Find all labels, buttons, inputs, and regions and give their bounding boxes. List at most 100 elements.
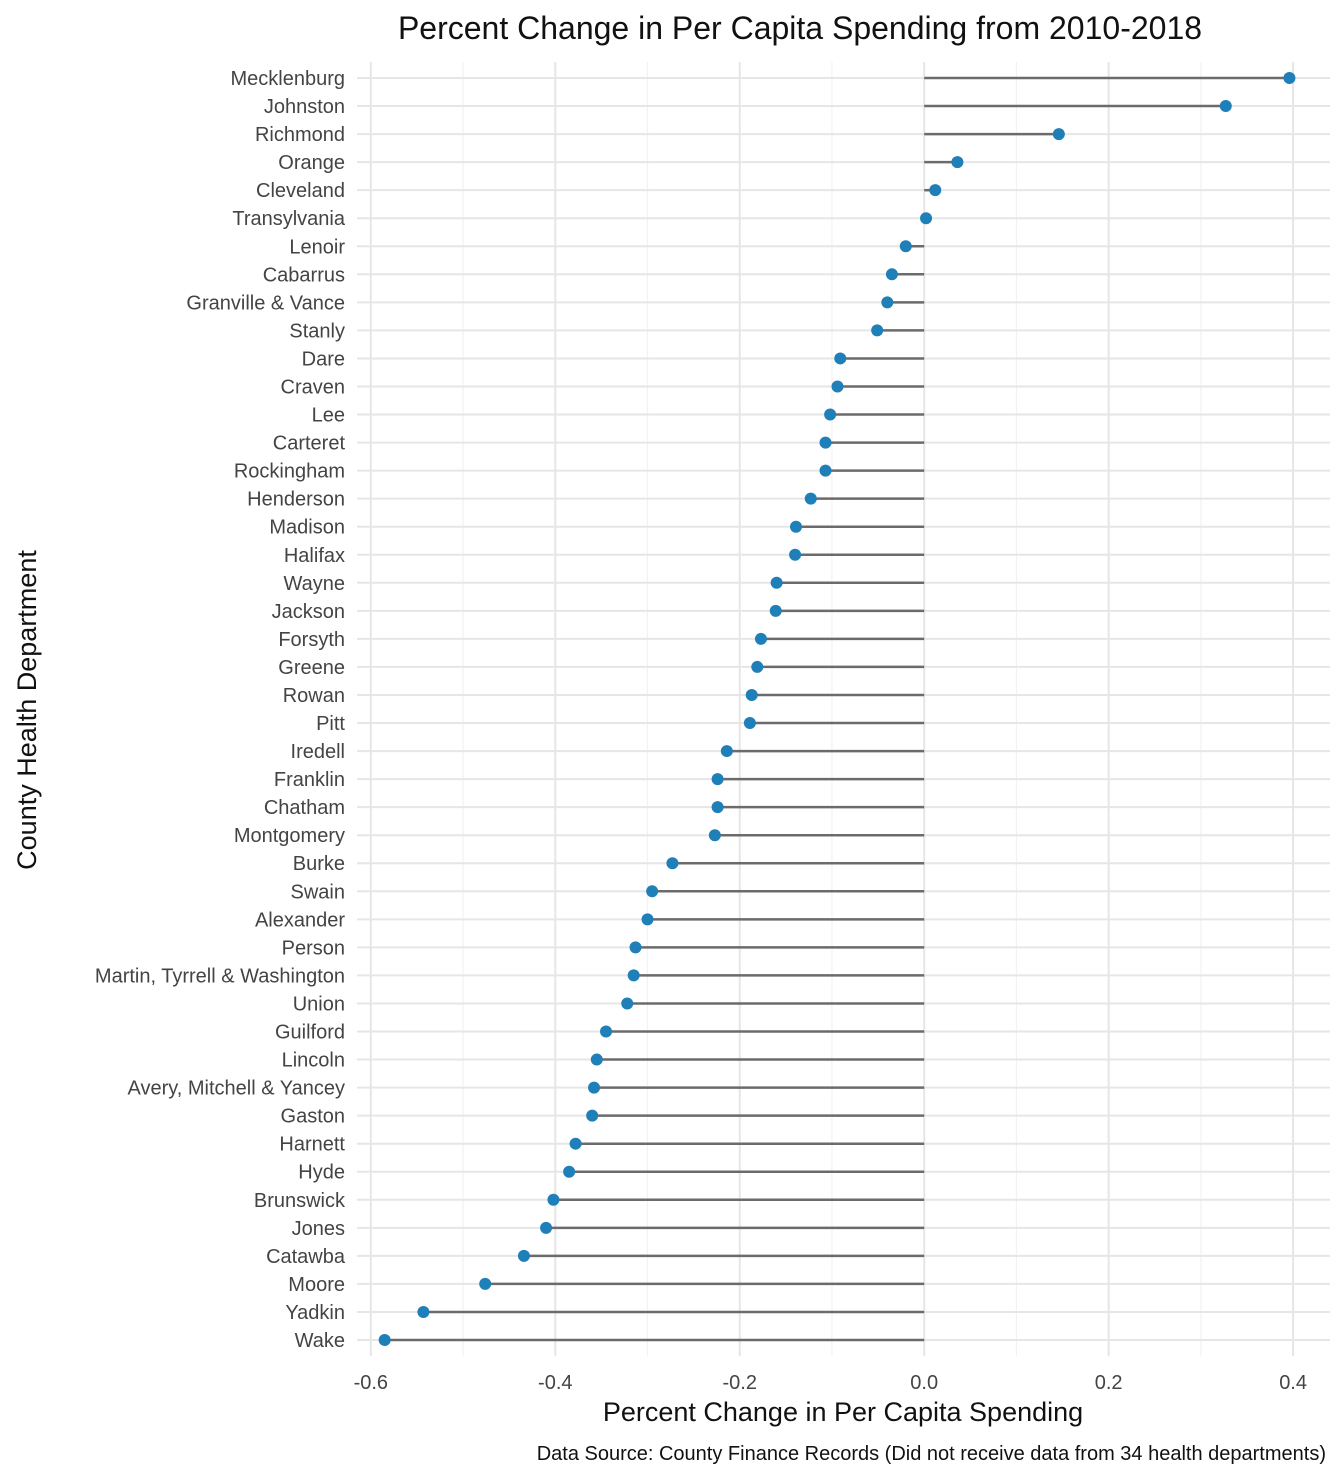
x-tick-label: -0.2 <box>723 1372 757 1394</box>
y-tick-label: Craven <box>281 376 345 398</box>
x-tick-label: 0.4 <box>1279 1372 1307 1394</box>
y-tick-label: Iredell <box>291 741 345 763</box>
y-axis-title: County Health Department <box>12 550 42 870</box>
lollipop-point <box>824 408 837 421</box>
y-tick-label: Harnett <box>279 1134 345 1156</box>
lollipop-point <box>769 604 782 617</box>
y-tick-label: Chatham <box>264 797 345 819</box>
lollipop-point <box>789 548 802 561</box>
y-tick-label: Wake <box>295 1330 345 1352</box>
y-tick-label: Yadkin <box>285 1302 345 1324</box>
y-tick-labels: Mecklenburg Johnston Richmond Orange Clevela… <box>95 68 346 1352</box>
lollipop-point <box>563 1165 576 1178</box>
y-tick-label: Avery, Mitchell & Yancey <box>128 1078 346 1100</box>
y-tick-label: Granville & Vance <box>186 292 345 314</box>
lollipop-point <box>711 801 724 814</box>
y-tick-label: Transylvania <box>232 208 346 230</box>
lollipop-point <box>885 268 898 281</box>
y-tick-label: Hyde <box>298 1162 345 1184</box>
y-tick-label: Richmond <box>255 124 345 146</box>
lollipop-point <box>711 773 724 786</box>
lollipop-point <box>479 1277 492 1290</box>
y-tick-label: Alexander <box>255 909 345 931</box>
x-tick-label: 0.0 <box>910 1372 938 1394</box>
minor-gridlines <box>462 62 1202 1356</box>
y-tick-label: Stanly <box>289 320 345 342</box>
lollipop-point <box>751 660 764 673</box>
y-tick-label: Cabarrus <box>263 264 345 286</box>
lollipop-point <box>540 1221 553 1234</box>
x-axis-title: Percent Change in Per Capita Spending <box>603 1397 1083 1427</box>
lollipop-point <box>920 212 933 225</box>
y-tick-label: Johnston <box>264 96 345 118</box>
y-tick-label: Greene <box>278 657 345 679</box>
lollipop-point <box>804 492 817 505</box>
y-tick-label: Mecklenburg <box>230 68 345 90</box>
lollipop-point <box>745 688 758 701</box>
lollipop-point <box>754 632 767 645</box>
y-tick-label: Rockingham <box>234 461 345 483</box>
lollipop-point <box>517 1249 530 1262</box>
lollipop-point <box>881 296 894 309</box>
x-tick-label: 0.2 <box>1095 1372 1123 1394</box>
lollipop-point <box>629 941 642 954</box>
y-tick-label: Lenoir <box>289 236 345 258</box>
y-tick-label: Jones <box>292 1218 345 1240</box>
x-tick-label: -0.6 <box>354 1372 388 1394</box>
y-tick-label: Brunswick <box>254 1190 346 1212</box>
lollipop-points <box>378 72 1296 1346</box>
lollipop-point <box>790 520 803 533</box>
lollipop-point <box>743 717 756 730</box>
lollipop-point <box>871 324 884 337</box>
x-tick-labels: -0.6 -0.4 -0.2 0.0 0.2 0.4 <box>354 1372 1307 1394</box>
y-tick-label: Madison <box>269 517 345 539</box>
y-tick-label: Franklin <box>274 769 345 791</box>
lollipop-point <box>666 857 679 870</box>
lollipop-point <box>646 885 659 898</box>
y-tick-label: Person <box>282 937 345 959</box>
y-tick-label: Lee <box>312 405 345 427</box>
lollipop-point <box>770 576 783 589</box>
y-tick-label: Forsyth <box>278 629 345 651</box>
lollipop-point <box>547 1193 560 1206</box>
lollipop-point <box>569 1137 582 1150</box>
lollipop-point <box>929 184 942 197</box>
lollipop-point <box>1052 128 1065 141</box>
lollipop-point <box>720 745 733 758</box>
lollipop-point <box>1283 72 1296 84</box>
lollipop-point <box>627 969 640 982</box>
y-tick-label: Carteret <box>273 433 346 455</box>
lollipop-point <box>1219 100 1232 113</box>
lollipop-stems <box>384 76 1290 1342</box>
lollipop-point <box>590 1053 603 1066</box>
chart-caption: Data Source: County Finance Records (Did… <box>537 1443 1326 1465</box>
lollipop-point <box>819 436 832 449</box>
lollipop-point <box>831 380 844 393</box>
x-tick-label: -0.4 <box>538 1372 572 1394</box>
y-tick-label: Montgomery <box>234 825 345 847</box>
y-tick-label: Moore <box>288 1274 345 1296</box>
lollipop-point <box>819 464 832 477</box>
y-tick-label: Gaston <box>281 1106 345 1128</box>
y-tick-label: Halifax <box>284 545 345 567</box>
lollipop-point <box>708 829 721 842</box>
y-tick-label: Lincoln <box>282 1050 345 1072</box>
y-tick-label: Wayne <box>283 573 345 595</box>
lollipop-point <box>951 156 964 169</box>
major-gridlines <box>357 62 1330 1356</box>
lollipop-point <box>899 240 912 253</box>
y-tick-label: Rowan <box>283 685 345 707</box>
y-tick-label: Guilford <box>275 1022 345 1044</box>
y-tick-label: Union <box>293 993 345 1015</box>
lollipop-point <box>600 1025 613 1038</box>
lollipop-point <box>834 352 847 365</box>
y-tick-label: Swain <box>291 881 345 903</box>
chart-title: Percent Change in Per Capita Spending fr… <box>398 10 1202 46</box>
y-tick-label: Henderson <box>247 489 345 511</box>
lollipop-point <box>586 1109 599 1122</box>
y-tick-label: Burke <box>293 853 345 875</box>
lollipop-point <box>588 1081 601 1094</box>
y-tick-label: Martin, Tyrrell & Washington <box>95 965 345 987</box>
